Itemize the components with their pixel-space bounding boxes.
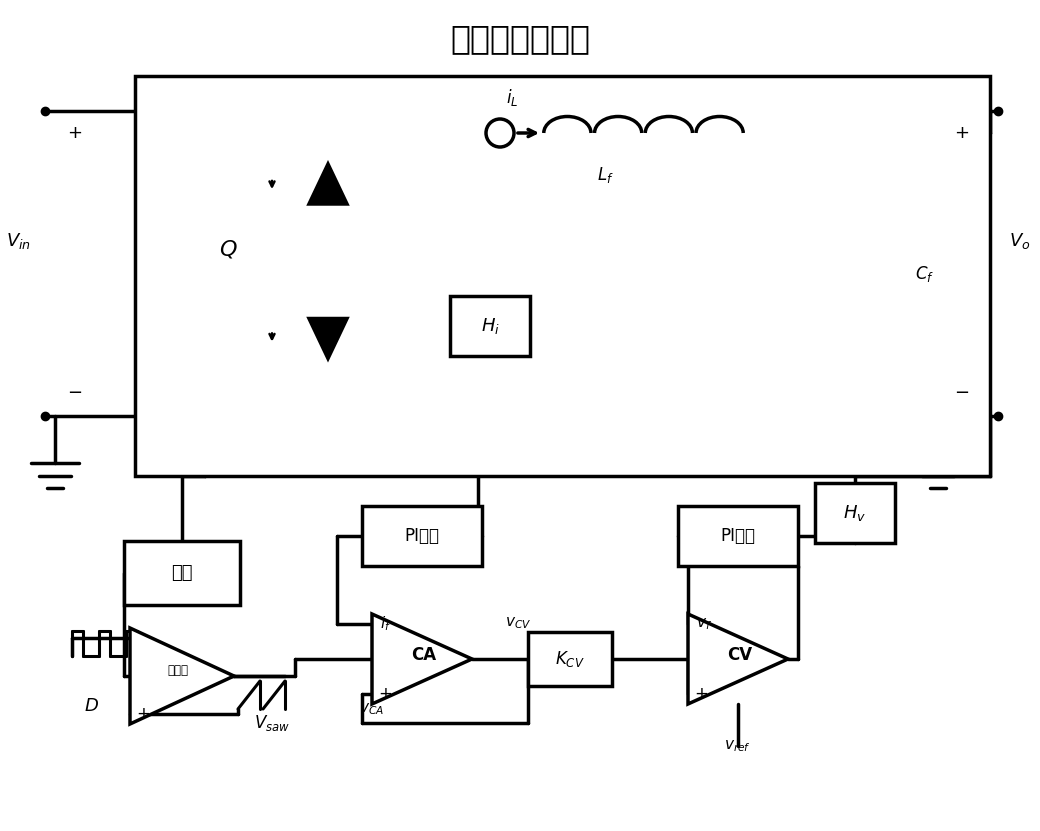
Text: $i_L$: $i_L$	[505, 87, 518, 109]
Text: 电力电子变换器: 电力电子变换器	[450, 22, 590, 56]
Bar	[815, 483, 895, 543]
Text: 驱动: 驱动	[172, 564, 192, 582]
Bar	[362, 506, 482, 566]
Text: $Q$: $Q$	[218, 238, 237, 260]
Text: $i_f$: $i_f$	[380, 615, 391, 633]
Text: $v_{ref}$: $v_{ref}$	[725, 738, 752, 754]
Text: $D$: $D$	[84, 697, 100, 715]
Text: $V_o$: $V_o$	[1009, 231, 1031, 251]
Text: PI补偿: PI补偿	[721, 527, 755, 545]
Text: $V_{saw}$: $V_{saw}$	[254, 713, 290, 733]
Polygon shape	[309, 318, 347, 358]
Text: $H_i$: $H_i$	[480, 316, 499, 336]
Text: 比较器: 比较器	[167, 665, 188, 677]
Text: +: +	[136, 705, 150, 723]
Bar	[528, 632, 612, 686]
Polygon shape	[309, 164, 347, 204]
Text: $v_{CA}$: $v_{CA}$	[360, 701, 385, 717]
Text: −: −	[955, 384, 969, 402]
Text: PI补偿: PI补偿	[405, 527, 440, 545]
Text: +: +	[694, 685, 708, 703]
Bar	[678, 506, 798, 566]
Polygon shape	[688, 614, 788, 704]
Text: CA: CA	[412, 646, 437, 664]
Text: +: +	[378, 685, 392, 703]
Text: $H_v$: $H_v$	[843, 503, 866, 523]
Text: $v_f$: $v_f$	[696, 616, 712, 632]
Polygon shape	[372, 614, 472, 704]
Text: +: +	[955, 124, 969, 142]
Text: −: −	[68, 384, 82, 402]
Bar	[450, 296, 530, 356]
Text: $L_f$: $L_f$	[597, 165, 614, 185]
Text: +: +	[68, 124, 82, 142]
Bar	[124, 541, 240, 605]
Text: $C_f$: $C_f$	[915, 264, 935, 284]
Bar	[135, 76, 990, 476]
Text: CV: CV	[727, 646, 753, 664]
Text: $V_{in}$: $V_{in}$	[5, 231, 30, 251]
Polygon shape	[130, 628, 234, 724]
Text: $v_{CV}$: $v_{CV}$	[504, 615, 531, 631]
Circle shape	[486, 119, 514, 147]
Text: $K_{CV}$: $K_{CV}$	[555, 649, 584, 669]
